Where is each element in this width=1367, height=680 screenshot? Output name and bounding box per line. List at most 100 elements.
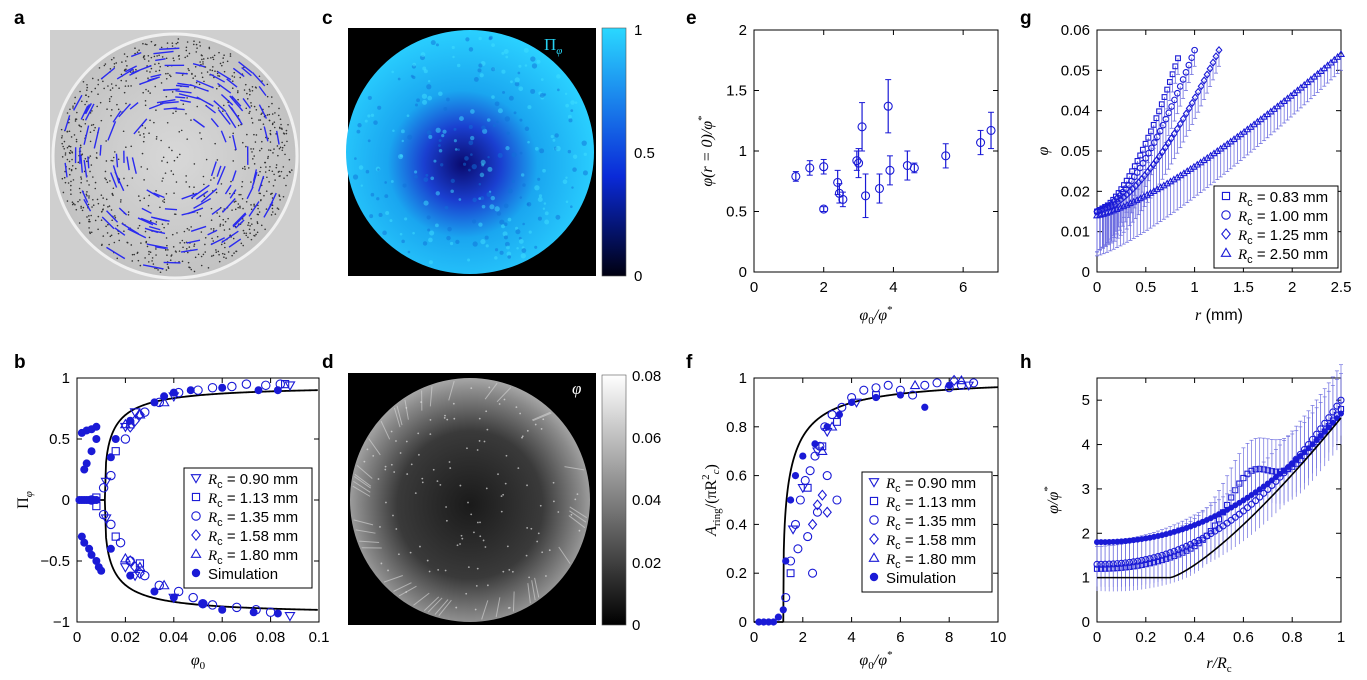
map-speck	[367, 95, 372, 100]
panel-label-b: b	[14, 352, 26, 373]
legend-label: Rc = 1.58 mm	[885, 532, 976, 552]
map-speck	[503, 398, 506, 401]
y-tick-label: 1	[739, 370, 747, 387]
bacterium-dot	[165, 72, 167, 75]
bacterium-dot	[267, 155, 270, 158]
data-point	[805, 163, 815, 173]
bacterium-dot	[222, 218, 225, 221]
map-speck	[536, 540, 539, 543]
data-point	[871, 383, 881, 393]
bacterium-dot	[279, 199, 281, 201]
data-point	[1158, 147, 1166, 157]
bacterium-dot	[110, 95, 113, 98]
map-speck	[506, 545, 509, 548]
map-speck	[518, 86, 524, 92]
map-speck	[391, 70, 394, 74]
bacterium-dot	[84, 157, 87, 160]
bacterium-dot	[165, 78, 168, 80]
data-point	[1108, 201, 1116, 210]
map-speck	[401, 239, 405, 244]
map-speck	[372, 454, 375, 457]
bacterium-dot	[156, 55, 158, 57]
velocity-arrow	[162, 88, 180, 91]
bacterium-dot	[89, 170, 91, 173]
image-panel-d: φ 0.08 0.06 0.04 0.02 0	[348, 368, 661, 634]
data-point	[909, 379, 921, 390]
y-tick-label: 0.05	[1061, 143, 1090, 160]
data-point	[1121, 559, 1130, 567]
bacterium-dot	[261, 80, 263, 82]
bacterium-dot	[151, 260, 153, 262]
bacterium-dot	[97, 79, 100, 81]
map-speck	[511, 570, 514, 573]
legend-marker	[191, 511, 201, 521]
data-point	[261, 380, 271, 391]
bacterium-dot	[146, 168, 149, 170]
data-point	[921, 403, 929, 411]
bacterium-dot	[272, 211, 274, 213]
bacterium-dot	[90, 90, 93, 93]
bacterium-dot	[90, 231, 93, 234]
bacterium-dot	[192, 192, 195, 195]
x-tick-label: 0	[73, 629, 81, 646]
bacterium-dot	[109, 68, 112, 70]
bacterium-dot	[201, 54, 203, 57]
bacterium-dot	[94, 87, 97, 90]
bacterium-dot	[243, 232, 246, 235]
bacterium-dot	[257, 213, 260, 216]
velocity-arrow	[107, 121, 117, 141]
y-tick-label: 0	[1082, 614, 1090, 631]
bacterium-dot	[277, 171, 280, 173]
map-speck	[450, 178, 455, 184]
bacterium-dot	[190, 268, 193, 271]
data-point	[848, 398, 856, 406]
bacterium-dot	[146, 43, 148, 46]
data-point	[1194, 87, 1202, 97]
bacterium-dot	[261, 112, 263, 114]
plot-frame	[753, 377, 999, 623]
bacterium-dot	[86, 194, 88, 197]
bacterium-dot	[223, 54, 225, 57]
map-speck	[568, 118, 573, 123]
bacterium-dot	[88, 197, 90, 199]
bacterium-dot	[185, 112, 187, 115]
bacterium-dot	[105, 198, 108, 201]
data-point	[811, 440, 819, 448]
bacterium-dot	[248, 112, 250, 115]
data-point	[1173, 124, 1181, 134]
x-tick-label: 0.02	[111, 629, 140, 646]
bacterium-dot	[144, 230, 147, 233]
velocity-arrow	[146, 243, 169, 249]
velocity-arrow	[231, 170, 237, 182]
bacterium-dot	[175, 181, 178, 183]
bacterium-dot	[233, 71, 236, 74]
map-speck	[527, 105, 532, 110]
map-speck	[539, 92, 545, 98]
bacterium-dot	[95, 152, 98, 154]
bacterium-dot	[104, 63, 107, 65]
bacterium-dot	[168, 146, 170, 149]
map-streak	[481, 600, 489, 620]
data-point	[115, 537, 126, 548]
bacterium-dot	[165, 95, 168, 98]
data-point	[812, 499, 823, 511]
map-speck	[384, 181, 387, 184]
map-speck	[438, 148, 443, 153]
bacterium-dot	[268, 149, 270, 151]
data-point	[173, 586, 184, 597]
map-streak	[558, 546, 571, 564]
data-point	[241, 379, 252, 389]
bacterium-dot	[70, 193, 72, 196]
bacterium-dot	[94, 126, 96, 129]
bacterium-dot	[63, 147, 66, 150]
map-speck	[392, 514, 394, 517]
bacterium-dot	[173, 159, 176, 162]
map-speck	[466, 447, 468, 450]
data-point	[1155, 151, 1164, 161]
map-speck	[521, 436, 523, 439]
velocity-arrow	[241, 67, 252, 77]
bacterium-dot	[202, 61, 204, 63]
map-speck	[443, 417, 446, 419]
bacterium-dot	[153, 121, 155, 124]
map-streak	[396, 405, 403, 426]
